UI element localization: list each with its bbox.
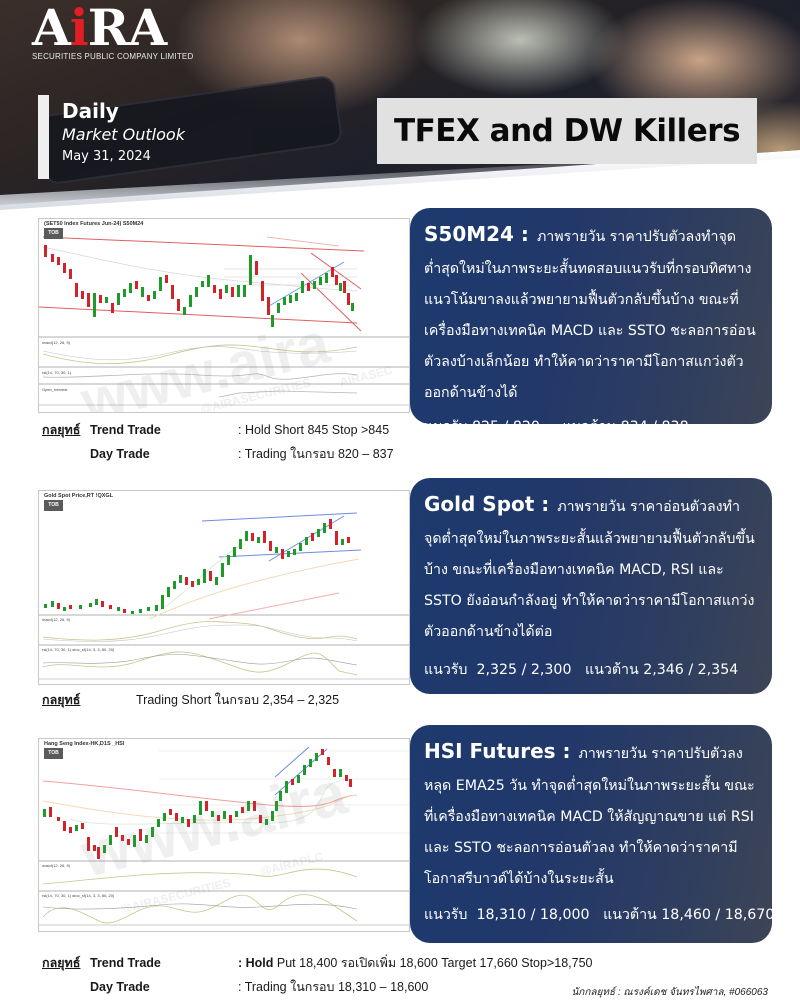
chart-s50m24: macd(12, 26, 9) rsi(14, 70, 30, 1) Open_… xyxy=(38,218,410,413)
chart-source-badge: TOB xyxy=(44,228,63,239)
svg-text:macd(12, 26, 9): macd(12, 26, 9) xyxy=(42,340,71,345)
title-accent-bar xyxy=(38,95,49,179)
candlestick-chart: macd(12, 26, 9) rsi(14, 70, 30, 1) stoc_… xyxy=(39,512,409,680)
analysis-lead: ภาพรายวัน ราคาอ่อนตัวลงทำ xyxy=(557,499,740,515)
candlestick-chart: macd(12, 26, 9) rsi(14, 70, 30, 1) Open_… xyxy=(39,236,409,406)
instrument-name: HSI Futures : xyxy=(424,739,571,763)
strategy-label: กลยุทธ์ xyxy=(42,956,81,970)
day-trade-label: Day Trade xyxy=(90,980,150,994)
trend-trade-value: : Hold Short 845 Stop >845 xyxy=(238,423,390,437)
svg-text:macd(12, 26, 9): macd(12, 26, 9) xyxy=(42,617,71,622)
chart-gold-spot: macd(12, 26, 9) rsi(14, 70, 30, 1) stoc_… xyxy=(38,490,410,685)
day-trade-value: : Trading ในกรอบ 820 – 837 xyxy=(238,447,394,461)
analysis-text: จุดต่ำสุดใหม่ในภาพระยะสั้นแล้วพยายามฟื้น… xyxy=(424,531,755,640)
svg-text:macd(12, 26, 9): macd(12, 26, 9) xyxy=(42,863,71,868)
strategy-s50m24: กลยุทธ์ Trend Trade : Hold Short 845 Sto… xyxy=(42,418,394,466)
title-market-outlook: Market Outlook xyxy=(62,125,185,144)
chart-source-badge: TOB xyxy=(44,748,63,759)
strategy-value: Trading Short ในกรอบ 2,354 – 2,325 xyxy=(136,693,340,707)
trend-trade-value: : Hold Put 18,400 รอเปิดเพิ่ม 18,600 Tar… xyxy=(238,956,593,970)
report-title: Daily Market Outlook May 31, 2024 xyxy=(62,98,185,168)
strategy-label: กลยุทธ์ xyxy=(42,423,81,437)
svg-text:Open_Interest: Open_Interest xyxy=(42,387,68,392)
analysis-lead: ภาพรายวัน ราคาปรับตัวลงทำจุด xyxy=(536,229,737,245)
strategy-label: กลยุทธ์ xyxy=(42,693,81,707)
support-resistance: แนวรับ 825 / 820 แนวต้าน 834 / 838 xyxy=(424,419,689,435)
banner-text: TFEX and DW Killers xyxy=(393,113,741,149)
chart-hsi-futures: macd(12, 26, 9) rsi(14, 70, 30, 1) stoc_… xyxy=(38,738,410,932)
analysis-box-s50m24: S50M24 : ภาพรายวัน ราคาปรับตัวลงทำจุด ต่… xyxy=(410,208,772,435)
svg-text:rsi(14, 70, 30, 1): rsi(14, 70, 30, 1) xyxy=(42,370,72,375)
strategy-hsi-futures: กลยุทธ์ Trend Trade : Hold Put 18,400 รอ… xyxy=(42,951,592,999)
support-resistance: แนวรับ 2,325 / 2,300 แนวต้าน 2,346 / 2,3… xyxy=(424,662,739,678)
trend-trade-label: Trend Trade xyxy=(90,423,161,437)
analysis-box-gold-spot: Gold Spot : ภาพรายวัน ราคาอ่อนตัวลงทำ จุ… xyxy=(410,478,772,694)
svg-text:rsi(14, 70, 30, 1) stoc_sf(14,: rsi(14, 70, 30, 1) stoc_sf(14, 3, 3, 80,… xyxy=(42,647,115,652)
logo-subtitle: SECURITIES PUBLIC COMPANY LIMITED xyxy=(32,52,194,61)
analysis-text: หลุด EMA25 วัน ทำจุดต่ำสุดใหม่ในภาพระยะส… xyxy=(424,778,755,887)
analyst-credit: นักกลยุทธ์ : ณรงค์เดช จันทรไพศาล, #06606… xyxy=(571,987,768,998)
trend-trade-label: Trend Trade xyxy=(90,956,161,970)
chart-source-badge: TOB xyxy=(44,500,63,511)
analysis-text: ต่ำสุดใหม่ในภาพระยะสั้นทดสอบแนวรับที่กรอ… xyxy=(424,261,756,401)
day-trade-value: : Trading ในกรอบ 18,310 – 18,600 xyxy=(238,980,429,994)
instrument-name: Gold Spot : xyxy=(424,492,550,516)
title-daily: Daily xyxy=(62,99,119,123)
strategy-gold-spot: กลยุทธ์ Trading Short ในกรอบ 2,354 – 2,3… xyxy=(42,688,339,712)
chart-title: Gold Spot Price,RT !QXGL xyxy=(44,493,114,499)
chart-title: (SET50 Index Futures Jun-24) S50M24 xyxy=(44,221,144,227)
day-trade-label: Day Trade xyxy=(90,447,150,461)
support-resistance: แนวรับ 18,310 / 18,000 แนวต้าน 18,460 / … xyxy=(424,907,775,923)
title-banner: TFEX and DW Killers xyxy=(377,98,757,164)
analysis-box-hsi-futures: HSI Futures : ภาพรายวัน ราคาปรับตัวลง หล… xyxy=(410,725,775,943)
company-logo: AiRA SECURITIES PUBLIC COMPANY LIMITED xyxy=(32,0,202,62)
report-date: May 31, 2024 xyxy=(62,149,151,164)
logo-wordmark: AiRA xyxy=(32,0,167,57)
instrument-name: S50M24 : xyxy=(424,222,529,246)
chart-title: Hang Seng Index-HK,D1S _HSI xyxy=(44,741,125,747)
svg-text:rsi(14, 70, 30, 1) stoc_sf(14,: rsi(14, 70, 30, 1) stoc_sf(14, 3, 3, 80,… xyxy=(42,893,115,898)
candlestick-chart: macd(12, 26, 9) rsi(14, 70, 30, 1) stoc_… xyxy=(39,746,409,926)
analysis-lead: ภาพรายวัน ราคาปรับตัวลง xyxy=(578,746,743,762)
